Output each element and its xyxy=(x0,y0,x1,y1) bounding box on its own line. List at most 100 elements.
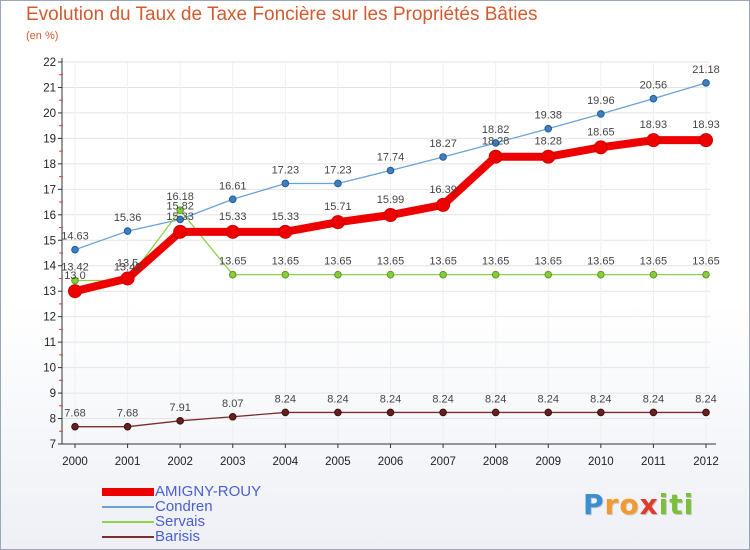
data-point xyxy=(334,408,342,417)
data-label: 13.65 xyxy=(482,256,510,268)
data-label: 7.68 xyxy=(64,408,85,420)
data-point xyxy=(699,133,713,148)
data-point xyxy=(176,206,184,215)
data-point xyxy=(541,149,556,164)
y-tick-label: 20 xyxy=(43,108,56,120)
x-tick-label: 2000 xyxy=(62,456,88,468)
y-tick-label: 19 xyxy=(43,133,56,145)
data-label: 16.61 xyxy=(219,180,247,192)
data-label: 19.38 xyxy=(534,110,562,122)
data-point xyxy=(544,124,553,133)
logo-letter: i xyxy=(658,488,670,521)
data-label: 15.99 xyxy=(377,194,405,206)
data-point xyxy=(281,270,290,279)
y-tick-label: 21 xyxy=(43,82,56,94)
data-point xyxy=(646,133,661,148)
data-point xyxy=(491,139,500,147)
data-label: 13.65 xyxy=(534,256,562,268)
data-label: 13.65 xyxy=(377,256,405,268)
data-point xyxy=(330,215,345,230)
data-point xyxy=(334,270,342,279)
logo-letter: x xyxy=(639,488,659,521)
x-tick-label: 2012 xyxy=(693,456,719,468)
y-tick-label: 7 xyxy=(50,439,56,451)
x-tick-label: 2010 xyxy=(588,456,614,468)
data-point xyxy=(439,408,447,417)
data-label: 13.42 xyxy=(114,262,142,274)
data-point xyxy=(225,224,240,239)
x-tick-label: 2009 xyxy=(535,456,561,468)
data-point xyxy=(386,270,395,279)
data-label: 8.24 xyxy=(695,393,716,405)
data-point xyxy=(544,270,553,279)
data-point xyxy=(120,271,135,286)
data-point xyxy=(281,179,290,188)
legend-swatch xyxy=(102,488,154,496)
data-point xyxy=(436,197,451,212)
data-label: 8.24 xyxy=(432,393,453,405)
y-tick-label: 10 xyxy=(43,363,56,375)
x-tick-label: 2006 xyxy=(378,456,404,468)
data-label: 17.23 xyxy=(272,164,300,176)
logo-letter: i xyxy=(683,488,695,521)
logo-letter: r xyxy=(604,488,620,521)
data-label: 13.65 xyxy=(429,256,457,268)
data-point xyxy=(386,166,395,175)
legend-label: AMIGNY-ROUY xyxy=(155,483,262,500)
chart-title: Evolution du Taux de Taxe Foncière sur l… xyxy=(26,4,538,25)
data-label: 21.18 xyxy=(692,64,720,76)
y-tick-label: 14 xyxy=(43,261,56,273)
data-point xyxy=(488,149,503,164)
proxiti-logo: Proxiti xyxy=(583,488,694,521)
data-label: 18.93 xyxy=(692,119,720,131)
data-point xyxy=(702,270,710,279)
data-label: 14.63 xyxy=(61,231,89,243)
data-point xyxy=(176,215,184,224)
data-point xyxy=(439,153,447,161)
data-label: 8.24 xyxy=(590,393,611,405)
data-point xyxy=(593,140,608,155)
data-label: 15.36 xyxy=(114,212,142,224)
data-point xyxy=(491,270,500,279)
data-label: 8.24 xyxy=(538,393,559,405)
data-label: 13.65 xyxy=(587,256,615,268)
x-tick-label: 2007 xyxy=(430,456,456,468)
legend-label: Barisis xyxy=(155,528,201,545)
data-label: 18.82 xyxy=(482,124,510,136)
data-point xyxy=(597,408,605,417)
data-label: 8.24 xyxy=(643,393,664,405)
data-label: 20.56 xyxy=(640,80,668,92)
data-point xyxy=(281,408,290,417)
data-label: 13.42 xyxy=(61,262,89,274)
data-point xyxy=(649,94,658,103)
data-label: 13.65 xyxy=(272,256,300,268)
data-point xyxy=(597,110,605,118)
data-label: 13.65 xyxy=(640,256,668,268)
legend-swatch xyxy=(102,536,154,538)
data-point xyxy=(544,408,553,417)
logo-letter: o xyxy=(619,488,640,521)
y-tick-label: 8 xyxy=(50,414,56,426)
data-label: 17.74 xyxy=(377,151,405,163)
x-tick-label: 2008 xyxy=(483,456,509,468)
legend-label: Servais xyxy=(155,513,206,530)
y-tick-label: 22 xyxy=(43,57,56,69)
data-label: 18.27 xyxy=(429,138,457,150)
data-label: 7.68 xyxy=(117,408,138,420)
logo-letter: t xyxy=(669,488,684,521)
data-label: 8.24 xyxy=(275,393,296,405)
data-label: 15.33 xyxy=(272,211,300,223)
data-label: 13.65 xyxy=(219,256,247,268)
data-label: 18.65 xyxy=(587,126,615,138)
data-point xyxy=(71,276,79,285)
data-label: 8.24 xyxy=(485,393,506,405)
chart-subtitle: (en %) xyxy=(26,30,59,42)
data-point xyxy=(702,79,710,87)
x-tick-label: 2002 xyxy=(167,456,193,468)
data-point xyxy=(649,408,658,417)
data-label: 18.28 xyxy=(534,136,562,148)
data-point xyxy=(439,270,447,279)
data-label: 13.0 xyxy=(64,270,85,282)
data-label: 7.91 xyxy=(169,402,190,414)
